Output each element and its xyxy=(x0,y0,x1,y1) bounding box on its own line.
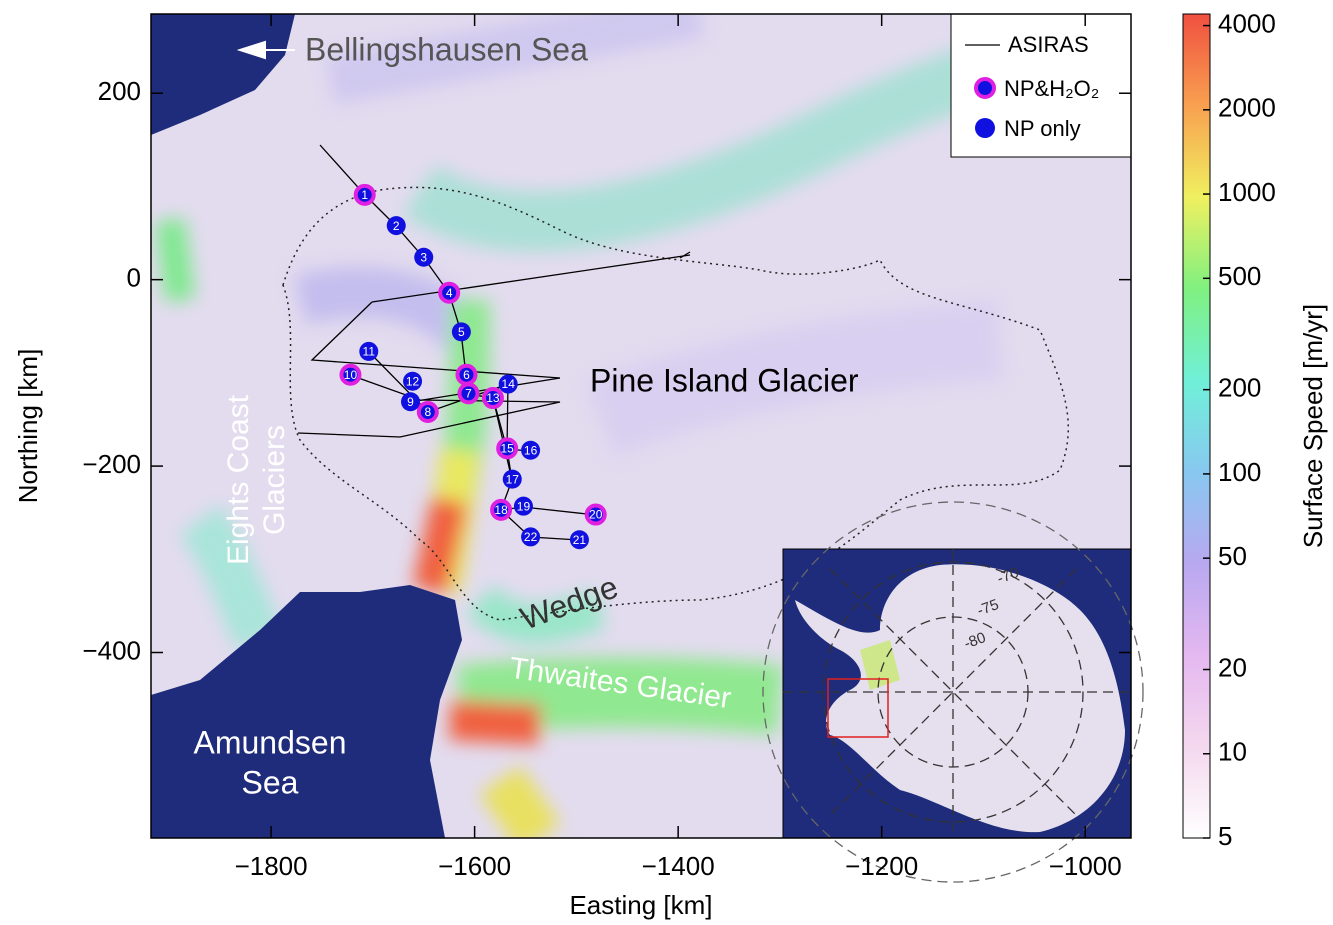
x-tick-label: −1000 xyxy=(1049,851,1122,881)
legend-marker xyxy=(974,77,996,99)
y-tick-label: 0 xyxy=(127,263,141,293)
basin-outline xyxy=(282,186,1070,621)
site-label: 4 xyxy=(446,286,453,300)
site-marker xyxy=(386,216,406,236)
site-label: 18 xyxy=(494,503,508,517)
site-marker xyxy=(401,392,421,412)
site-label: 15 xyxy=(500,442,514,456)
site-label: 13 xyxy=(486,391,500,405)
site-marker xyxy=(502,469,522,489)
colorbar-label: Surface Speed [m/yr] xyxy=(1298,304,1328,548)
site-label: 3 xyxy=(420,250,427,264)
site-marker xyxy=(438,281,461,304)
colorbar xyxy=(1182,13,1211,839)
site-marker xyxy=(498,374,518,394)
colorbar-tick-label: 20 xyxy=(1218,652,1247,682)
site-label: 12 xyxy=(406,374,420,388)
site-label: 11 xyxy=(363,345,376,359)
colorbar-tick-label: 200 xyxy=(1218,373,1261,403)
site-label: 5 xyxy=(458,325,465,339)
site-marker xyxy=(569,530,589,550)
colorbar-tick-label: 500 xyxy=(1218,261,1261,291)
site-label: 9 xyxy=(407,395,414,409)
arrow xyxy=(236,40,295,60)
legend-label: NP&H₂O₂ xyxy=(1004,76,1099,101)
site-label: 21 xyxy=(573,533,587,547)
ocean xyxy=(151,585,462,838)
x-tick-label: −1800 xyxy=(235,851,308,881)
site-label: 14 xyxy=(502,377,516,391)
site-marker xyxy=(513,496,533,516)
site-marker xyxy=(457,382,480,405)
x-axis-label: Easting [km] xyxy=(569,890,712,920)
colorbar-tick-label: 10 xyxy=(1218,737,1247,767)
y-tick-label: −200 xyxy=(82,449,141,479)
x-tick-label: −1400 xyxy=(642,851,715,881)
site-label: 1 xyxy=(361,188,368,202)
site-marker xyxy=(414,247,434,267)
site-label: 19 xyxy=(517,499,531,513)
site-marker xyxy=(416,401,439,424)
site-label: 6 xyxy=(463,368,470,382)
site-label: 7 xyxy=(465,387,472,401)
legend-label: NP only xyxy=(1004,116,1081,141)
site-label: 22 xyxy=(524,530,538,544)
site-label: 16 xyxy=(524,443,538,457)
y-tick-label: −400 xyxy=(82,635,141,665)
legend-label: ASIRAS xyxy=(1008,32,1089,57)
colorbar-tick-label: 5 xyxy=(1218,821,1232,851)
site-label: 2 xyxy=(393,219,400,233)
x-tick-label: −1200 xyxy=(845,851,918,881)
region-box xyxy=(827,678,889,738)
label: Sea xyxy=(242,764,299,800)
inset: -70 -75 -80 xyxy=(762,501,1144,883)
site-marker xyxy=(451,322,471,342)
graticule xyxy=(762,501,1144,883)
site-marker xyxy=(521,527,541,547)
plot-frame xyxy=(150,13,1132,839)
site-marker xyxy=(353,183,376,206)
x-tick-label: −1600 xyxy=(438,851,511,881)
colorbar-tick-label: 4000 xyxy=(1218,8,1276,38)
legend: ASIRAS NP&H₂O₂ NP only xyxy=(950,13,1132,158)
y-axis-label: Northing [km] xyxy=(13,349,43,504)
site-label: 17 xyxy=(506,472,520,486)
site-marker xyxy=(490,498,513,521)
colorbar-tick-label: 100 xyxy=(1218,457,1261,487)
graticule-label: -80 xyxy=(962,629,988,652)
site-marker xyxy=(521,440,541,460)
label: Bellingshausen Sea xyxy=(305,31,588,67)
site-marker xyxy=(481,387,504,410)
site-marker xyxy=(359,341,379,361)
colorbar-tick-label: 1000 xyxy=(1218,177,1276,207)
site-label: 10 xyxy=(344,368,358,382)
colorbar-tick-label: 2000 xyxy=(1218,93,1276,123)
label: Glaciers xyxy=(258,425,291,535)
site-label: 8 xyxy=(424,405,431,419)
y-tick-label: 200 xyxy=(98,76,141,106)
site-marker xyxy=(403,371,423,391)
graticule-label: -75 xyxy=(975,596,1001,619)
site-marker xyxy=(339,363,362,386)
graticule-label: -70 xyxy=(995,564,1021,587)
site-marker xyxy=(584,503,607,526)
site-label: 20 xyxy=(589,508,603,522)
label: Pine Island Glacier xyxy=(590,362,859,398)
label: Eights Coast xyxy=(222,394,255,565)
label: Amundsen xyxy=(194,724,347,760)
legend-marker xyxy=(975,118,995,138)
colorbar-tick-label: 50 xyxy=(1218,541,1247,571)
site-marker xyxy=(496,437,519,460)
